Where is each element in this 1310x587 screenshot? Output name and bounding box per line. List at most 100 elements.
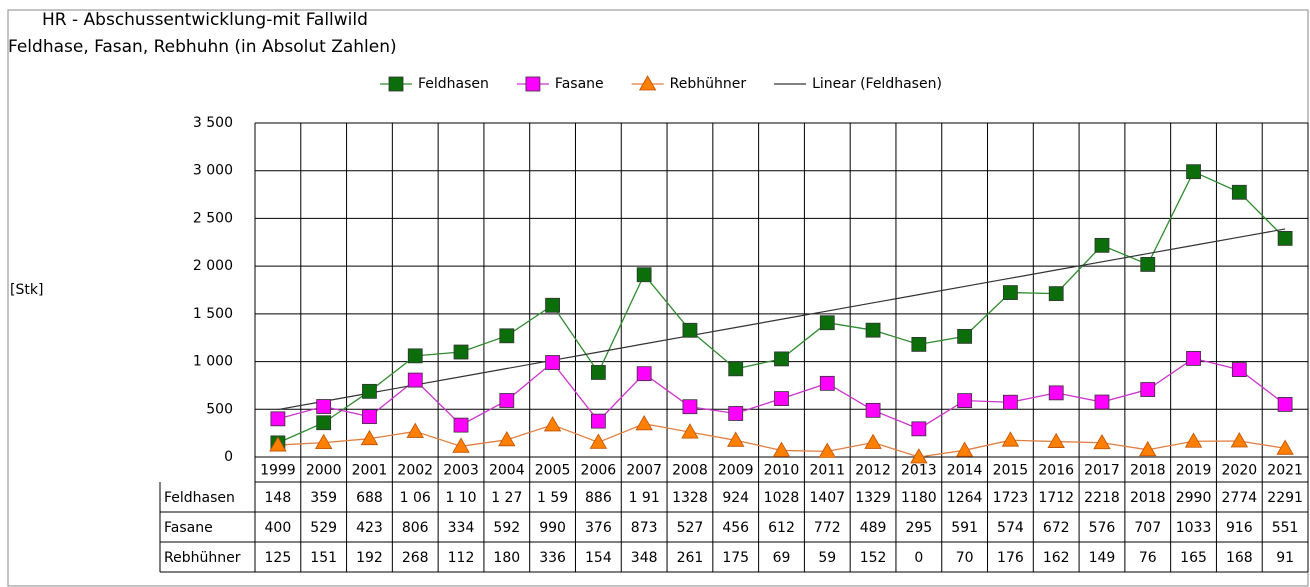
x-tick-label: 2005	[535, 463, 571, 479]
point	[682, 399, 698, 415]
table-cell: 592	[493, 520, 520, 536]
point	[1047, 432, 1065, 448]
point	[682, 322, 698, 338]
table-cell: 1329	[855, 490, 891, 506]
x-tick-label: 2021	[1267, 463, 1303, 479]
y-tick-label: 0	[224, 449, 233, 465]
table-cell: 527	[677, 520, 704, 536]
x-tick-label: 2017	[1084, 463, 1120, 479]
table-cell: 376	[585, 520, 612, 536]
point	[819, 375, 835, 391]
x-tick-label: 2011	[809, 463, 845, 479]
x-tick-label: 2018	[1130, 463, 1166, 479]
table-row-label: Rebhühner	[164, 550, 241, 566]
x-tick-label: 2015	[993, 463, 1029, 479]
x-tick-label: 2002	[397, 463, 433, 479]
table-cell: 151	[310, 550, 337, 566]
table-cell: 91	[1276, 550, 1294, 566]
table-cell: 806	[402, 520, 429, 536]
table-cell: 2218	[1084, 490, 1120, 506]
point	[865, 322, 881, 338]
table-cell: 148	[265, 490, 292, 506]
point	[957, 393, 973, 409]
y-tick-label: 500	[206, 401, 233, 417]
point	[819, 315, 835, 331]
point	[727, 431, 745, 447]
table-cell: 152	[860, 550, 887, 566]
point	[1093, 433, 1111, 450]
table-cell: 334	[448, 520, 475, 536]
table-cell: 1180	[901, 490, 937, 506]
point	[452, 437, 470, 453]
point	[1001, 431, 1020, 447]
table-cell: 162	[1043, 550, 1070, 566]
y-axis-label: [Stk]	[10, 282, 43, 298]
point	[362, 409, 377, 425]
point	[772, 441, 791, 457]
y-tick-label: 1 000	[193, 354, 233, 370]
point	[955, 441, 974, 457]
y-tick-label: 2 500	[193, 210, 233, 226]
point	[681, 423, 699, 439]
legend-label: Feldhasen	[418, 76, 489, 92]
x-tick-label: 2019	[1176, 463, 1212, 479]
legend-marker	[638, 75, 657, 91]
table-cell: 1028	[764, 490, 800, 506]
table-cell: 489	[860, 520, 887, 536]
table-cell: 1 06	[400, 490, 431, 506]
table-cell: 873	[631, 520, 658, 536]
table-cell: 59	[818, 550, 836, 566]
table-cell: 154	[585, 550, 612, 566]
point	[590, 413, 606, 429]
point	[1186, 351, 1201, 366]
point	[498, 431, 516, 447]
table-cell: 175	[722, 550, 749, 566]
point	[864, 433, 882, 449]
point	[1139, 440, 1157, 457]
table-cell: 574	[997, 520, 1024, 536]
x-tick-label: 2006	[581, 463, 617, 479]
table-cell: 336	[539, 550, 566, 566]
table-cell: 348	[631, 550, 658, 566]
point	[865, 402, 881, 418]
table-cell: 76	[1139, 550, 1157, 566]
point	[1048, 286, 1064, 302]
legend-marker	[388, 76, 404, 92]
chart-subtitle: Feldhase, Fasan, Rebhuhn (in Absolut Zah…	[8, 37, 397, 57]
x-tick-label: 2008	[672, 463, 708, 479]
x-tick-label: 1999	[260, 463, 296, 479]
point	[407, 348, 423, 364]
table-row-label: Feldhasen	[164, 490, 235, 506]
table-cell: 529	[310, 520, 337, 536]
point	[1231, 362, 1247, 377]
y-tick-label: 1 500	[193, 306, 233, 322]
point	[1094, 394, 1110, 410]
table-cell: 2774	[1222, 490, 1258, 506]
table-cell: 149	[1089, 550, 1116, 566]
x-tick-label: 2020	[1222, 463, 1258, 479]
point	[1094, 237, 1110, 253]
x-tick-label: 2009	[718, 463, 754, 479]
point	[316, 399, 332, 414]
point	[1231, 184, 1247, 200]
table-cell: 672	[1043, 520, 1070, 536]
table-cell: 916	[1226, 520, 1253, 536]
table-cell: 1 10	[445, 490, 476, 506]
table-cell: 1 59	[537, 490, 568, 506]
point	[636, 366, 652, 382]
x-tick-label: 2007	[626, 463, 662, 479]
table-cell: 2291	[1267, 490, 1303, 506]
point	[360, 429, 379, 446]
table-cell: 2018	[1130, 490, 1166, 506]
table-cell: 576	[1089, 520, 1116, 536]
table-cell: 1 27	[491, 490, 522, 506]
point	[728, 406, 744, 421]
table-cell: 924	[722, 490, 749, 506]
table-cell: 0	[914, 550, 923, 566]
point	[1277, 397, 1293, 412]
table-cell: 1723	[993, 490, 1029, 506]
table-cell: 688	[356, 490, 383, 506]
legend-label: Rebhühner	[670, 76, 747, 92]
table-cell: 1712	[1038, 490, 1074, 506]
